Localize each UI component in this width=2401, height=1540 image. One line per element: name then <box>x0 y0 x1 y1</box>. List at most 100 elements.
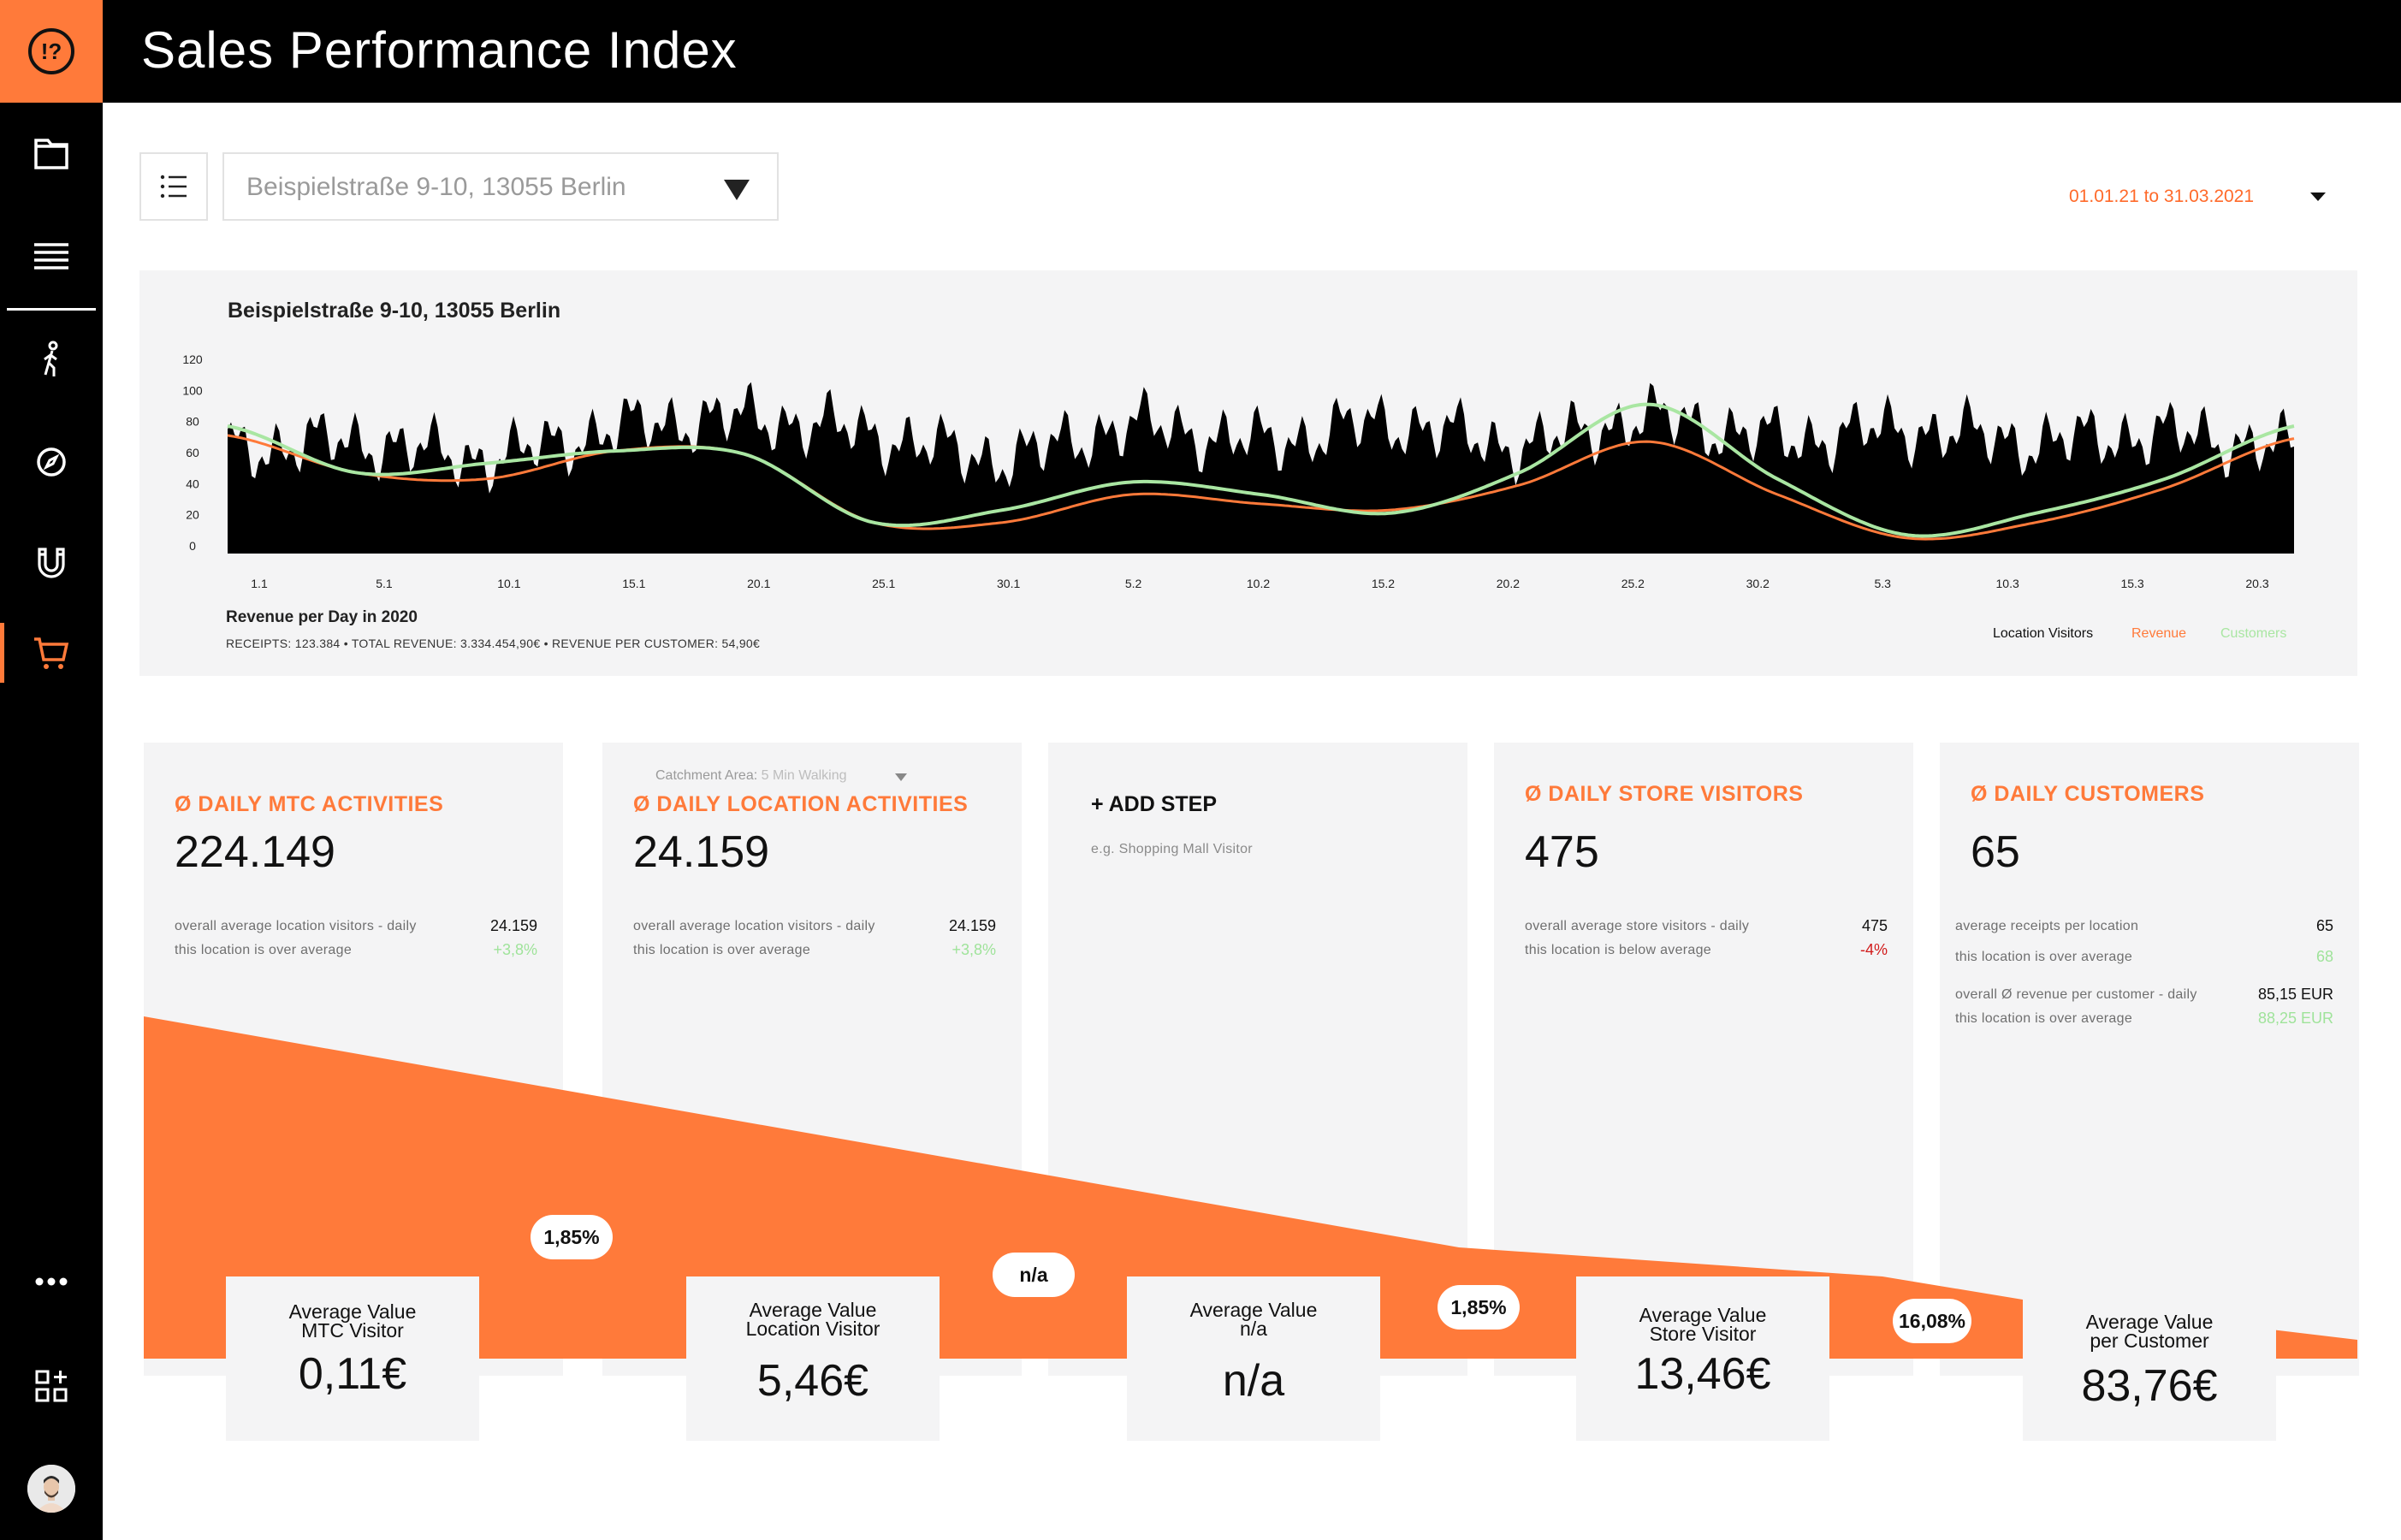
catchment-select[interactable]: Catchment Area: 5 Min Walking <box>655 768 847 784</box>
kpi-title: Ø DAILY CUSTOMERS <box>1971 782 2205 806</box>
location-select-value: Beispielstraße 9-10, 13055 Berlin <box>246 173 626 201</box>
legend-customers[interactable]: Customers <box>2220 626 2287 641</box>
x-tick-label: 10.3 <box>1996 577 2019 590</box>
x-tick-label: 25.1 <box>872 577 895 590</box>
x-tick-label: 20.3 <box>2245 577 2268 590</box>
kpi-line: this location is over average <box>175 943 353 957</box>
catchment-label: Catchment Area: <box>655 768 758 783</box>
kpi-line: this location is over average <box>1955 1011 2133 1026</box>
kpi-delta: 68 <box>2315 948 2333 965</box>
funnel-value-location: Average Value Location Visitor 5,46€ <box>686 1276 940 1441</box>
cart-icon[interactable] <box>0 619 103 687</box>
avatar[interactable] <box>27 1465 75 1513</box>
funnel-value-label: n/a <box>1240 1318 1267 1340</box>
list-bullets-icon <box>160 175 187 198</box>
funnel-value-label: MTC Visitor <box>301 1319 404 1342</box>
kpi-value: 224.149 <box>175 827 335 877</box>
x-tick-label: 1.1 <box>251 577 268 590</box>
funnel-value-mtc: Average Value MTC Visitor 0,11€ <box>226 1276 479 1441</box>
kpi-line: this location is below average <box>1525 943 1712 957</box>
kpi-line-value: 65 <box>2315 917 2333 934</box>
add-step-button[interactable]: + ADD STEP <box>1091 792 1218 816</box>
conversion-badge: 1,85% <box>531 1215 613 1259</box>
y-tick-label: 40 <box>186 477 199 490</box>
kpi-line: average receipts per location <box>1955 919 2139 933</box>
kpi-delta: -4% <box>1859 941 1888 958</box>
kpi-delta: +3,8% <box>952 941 996 958</box>
y-tick-label: 100 <box>182 383 203 397</box>
funnel-value: 5,46€ <box>756 1356 869 1406</box>
y-tick-label: 0 <box>189 539 196 553</box>
catchment-value: 5 Min Walking <box>761 768 847 783</box>
kpi-delta: +3,8% <box>493 941 537 958</box>
funnel-value: 0,11€ <box>298 1349 407 1399</box>
kpi-line-value: 24.159 <box>948 917 996 934</box>
kpi-title: Ø DAILY LOCATION ACTIVITIES <box>633 792 969 816</box>
funnel-value-label: Store Visitor <box>1649 1323 1757 1345</box>
add-step-hint: e.g. Shopping Mall Visitor <box>1091 842 1253 856</box>
date-range-select[interactable]: 01.01.21 to 31.03.2021 <box>2069 187 2255 206</box>
series-location-visitors <box>228 382 2294 554</box>
y-tick-label: 120 <box>182 352 203 366</box>
funnel-value: 83,76€ <box>2081 1361 2218 1411</box>
y-tick-label: 80 <box>186 415 199 429</box>
funnel-value: n/a <box>1222 1356 1285 1406</box>
sidebar: !? <box>0 0 103 1540</box>
chart-title: Beispielstraße 9-10, 13055 Berlin <box>228 299 561 323</box>
kpi-line: this location is over average <box>1955 950 2133 964</box>
conversion-badge: n/a <box>993 1253 1075 1297</box>
x-tick-label: 30.2 <box>1746 577 1770 590</box>
compass-icon[interactable] <box>0 428 103 496</box>
active-indicator <box>0 623 4 683</box>
kpi-value: 65 <box>1971 827 2020 877</box>
list-icon[interactable] <box>0 222 103 291</box>
chevron-down-icon[interactable] <box>895 773 907 781</box>
list-view-button[interactable] <box>139 152 208 221</box>
location-select[interactable]: Beispielstraße 9-10, 13055 Berlin <box>222 152 779 221</box>
kpi-line-value: 475 <box>1861 917 1888 934</box>
conversion-badge: 16,08% <box>1893 1299 1971 1343</box>
kpi-card-customers: Ø DAILY CUSTOMERS 65 average receipts pe… <box>1940 743 2359 1376</box>
funnel-value-label: Location Visitor <box>745 1318 880 1340</box>
x-tick-label: 30.1 <box>997 577 1020 590</box>
kpi-title: Ø DAILY MTC ACTIVITIES <box>175 792 444 816</box>
funnel-value-label: Average Value <box>288 1300 417 1323</box>
y-tick-label: 20 <box>186 508 199 522</box>
magnet-icon[interactable] <box>0 529 103 597</box>
kpi-line: overall average location visitors - dail… <box>633 919 875 933</box>
x-tick-label: 10.1 <box>497 577 520 590</box>
funnel-value-store: Average Value Store Visitor 13,46€ <box>1576 1276 1829 1441</box>
kpi-value: 24.159 <box>633 827 770 877</box>
legend-location-visitors[interactable]: Location Visitors <box>1993 626 2094 641</box>
x-tick-label: 20.2 <box>1497 577 1520 590</box>
funnel-value-customer: Average Value per Customer 83,76€ <box>2023 1295 2276 1441</box>
x-tick-label: 10.2 <box>1247 577 1270 590</box>
kpi-line: overall Ø revenue per customer - daily <box>1955 987 2197 1002</box>
kpi-delta: 88,25 EUR <box>2257 1010 2333 1027</box>
x-tick-label: 5.2 <box>1125 577 1142 590</box>
logo[interactable]: !? <box>0 0 103 103</box>
funnel-value-label: Average Value <box>749 1299 877 1321</box>
folder-icon[interactable] <box>0 120 103 188</box>
more-icon[interactable] <box>0 1247 103 1316</box>
x-tick-label: 15.1 <box>622 577 645 590</box>
chevron-down-icon[interactable] <box>2310 192 2326 201</box>
top-bar: Sales Performance Index <box>103 0 2401 103</box>
funnel-value-label: per Customer <box>2090 1330 2209 1352</box>
kpi-line: overall average store visitors - daily <box>1525 919 1750 933</box>
funnel-value: 13,46€ <box>1634 1349 1771 1399</box>
walking-person-icon[interactable] <box>0 325 103 394</box>
series-customers <box>227 402 2295 538</box>
funnel-value-label: Average Value <box>1189 1299 1318 1321</box>
kpi-line-value: 85,15 EUR <box>2257 986 2333 1003</box>
conversion-badge: 1,85% <box>1438 1285 1520 1330</box>
logo-icon: !? <box>28 28 74 74</box>
x-tick-label: 20.1 <box>747 577 770 590</box>
x-tick-label: 5.3 <box>1874 577 1891 590</box>
legend-revenue[interactable]: Revenue <box>2131 626 2187 641</box>
kpi-title: Ø DAILY STORE VISITORS <box>1525 782 1804 806</box>
chart-stats: RECEIPTS: 123.384 • TOTAL REVENUE: 3.334… <box>226 637 761 650</box>
x-tick-label: 5.1 <box>376 577 393 590</box>
add-widget-icon[interactable] <box>0 1352 103 1420</box>
page-title: Sales Performance Index <box>141 21 738 79</box>
